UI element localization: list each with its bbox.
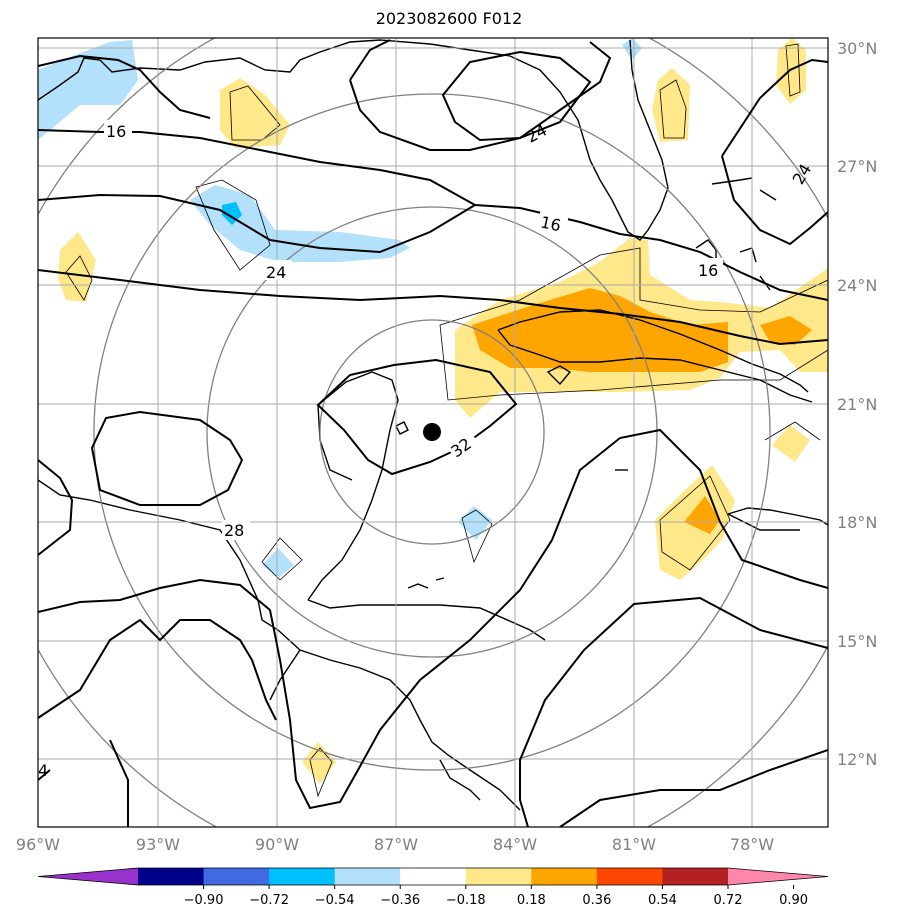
colorbar-tick-label: −0.18	[446, 893, 486, 908]
colorbar-swatch	[531, 868, 598, 885]
colorbar: −0.90 −0.72 −0.54 −0.36 −0.18 0.18 0.36 0.54 0.7…	[37, 867, 829, 908]
contour-label: 4	[38, 761, 48, 780]
lon-label: 81°W	[612, 835, 656, 854]
colorbar-swatch	[334, 868, 401, 885]
colorbar-tick-label: −0.72	[249, 893, 289, 908]
positive-area	[652, 68, 690, 142]
bold-contours	[38, 39, 828, 827]
negative-area	[458, 506, 492, 540]
positive-area	[772, 425, 810, 462]
positive-area	[220, 78, 290, 148]
lat-label: 18°N	[837, 513, 877, 532]
positive-area	[472, 288, 728, 372]
map-title: 2023082600 F012	[375, 9, 523, 28]
lat-labels: 30°N 27°N 24°N 21°N 18°N 15°N 12°N	[837, 39, 877, 769]
colorbar-swatch	[269, 868, 336, 885]
colorbar-outline	[37, 867, 829, 886]
contour-label: 16	[539, 212, 563, 235]
lon-labels: 96°W 93°W 90°W 87°W 84°W 81°W 78°W	[16, 835, 774, 854]
colorbar-tick-label: 0.72	[714, 893, 743, 908]
contour-label: 28	[224, 521, 244, 540]
range-rings	[38, 38, 828, 827]
contour-label: 16	[106, 122, 126, 141]
colorbar-tick-label: 0.54	[648, 893, 677, 908]
colorbar-swatch	[465, 868, 532, 885]
lat-label: 30°N	[837, 39, 877, 58]
contour-label: 16	[698, 261, 718, 280]
colorbar-tick-label: −0.90	[184, 893, 224, 908]
colorbar-tick-label: 0.90	[779, 893, 808, 908]
storm-center-marker	[423, 423, 441, 441]
colorbar-extend-high	[728, 868, 828, 885]
colorbar-tick-label: 0.36	[582, 893, 611, 908]
lat-label: 12°N	[837, 750, 877, 769]
contour-labels: 16 24 16 16 24 24 32 28 4	[38, 120, 815, 780]
colorbar-tick-label: 0.18	[517, 893, 546, 908]
contour-label: 24	[266, 263, 286, 282]
lat-label: 21°N	[837, 395, 877, 414]
colorbar-tick-label: −0.54	[315, 893, 355, 908]
colorbar-swatch	[596, 868, 663, 885]
lon-label: 87°W	[374, 835, 418, 854]
negative-area	[190, 185, 410, 262]
lat-label: 27°N	[837, 157, 877, 176]
lon-label: 90°W	[255, 835, 299, 854]
map-frame	[37, 37, 829, 828]
lat-label: 15°N	[837, 632, 877, 651]
lon-label: 84°W	[493, 835, 537, 854]
colorbar-swatch	[662, 868, 729, 885]
positive-area	[684, 496, 720, 534]
colorbar-extend-low	[38, 868, 138, 885]
colorbar-swatch	[138, 868, 205, 885]
lon-label: 93°W	[136, 835, 180, 854]
shaded-outline	[65, 43, 828, 798]
negative-area	[622, 38, 642, 60]
colorbar-swatch	[203, 868, 270, 885]
colorbar-swatch	[400, 868, 467, 885]
lon-label: 78°W	[730, 835, 774, 854]
negative-area	[38, 40, 138, 140]
colorbar-tick-label: −0.36	[380, 893, 420, 908]
positive-area	[760, 316, 812, 345]
lat-label: 24°N	[837, 276, 877, 295]
lon-label: 96°W	[16, 835, 60, 854]
gridlines	[38, 38, 828, 827]
